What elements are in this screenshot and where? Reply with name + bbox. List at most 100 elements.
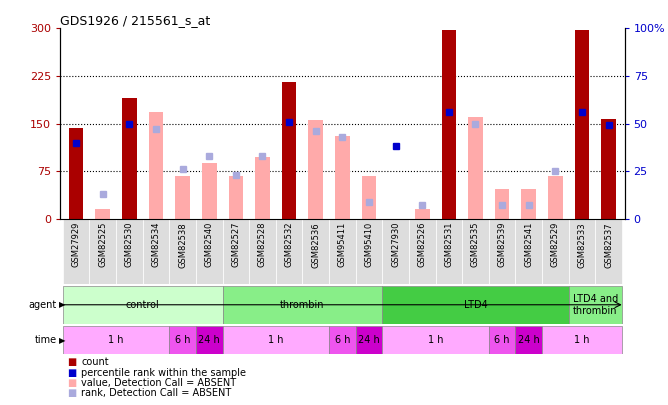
Text: GSM82541: GSM82541 — [524, 222, 533, 267]
Text: 6 h: 6 h — [175, 335, 190, 345]
Text: GSM82525: GSM82525 — [98, 222, 108, 267]
Text: 24 h: 24 h — [518, 335, 540, 345]
Text: rank, Detection Call = ABSENT: rank, Detection Call = ABSENT — [81, 388, 232, 398]
FancyBboxPatch shape — [222, 326, 329, 354]
FancyBboxPatch shape — [329, 219, 355, 284]
Text: GSM82540: GSM82540 — [204, 222, 214, 267]
Text: ▶: ▶ — [59, 300, 66, 309]
Bar — [335, 136, 349, 219]
FancyBboxPatch shape — [542, 219, 568, 284]
Text: GSM82527: GSM82527 — [231, 222, 240, 267]
FancyBboxPatch shape — [595, 219, 622, 284]
FancyBboxPatch shape — [436, 219, 462, 284]
FancyBboxPatch shape — [196, 326, 222, 354]
Text: GDS1926 / 215561_s_at: GDS1926 / 215561_s_at — [60, 14, 210, 27]
Text: count: count — [81, 358, 109, 367]
Text: ■: ■ — [67, 368, 76, 377]
Text: 24 h: 24 h — [358, 335, 380, 345]
Text: value, Detection Call = ABSENT: value, Detection Call = ABSENT — [81, 378, 236, 388]
FancyBboxPatch shape — [329, 326, 355, 354]
Bar — [282, 82, 297, 219]
Text: ■: ■ — [67, 358, 76, 367]
FancyBboxPatch shape — [489, 326, 516, 354]
Text: GSM82534: GSM82534 — [152, 222, 160, 267]
Text: ▶: ▶ — [59, 336, 66, 345]
Text: LTD4 and
thrombin: LTD4 and thrombin — [572, 294, 618, 315]
Bar — [175, 176, 190, 219]
Bar — [468, 117, 483, 219]
FancyBboxPatch shape — [355, 326, 382, 354]
Bar — [415, 209, 430, 219]
Bar — [548, 176, 562, 219]
Bar — [361, 176, 376, 219]
Bar — [69, 128, 84, 219]
FancyBboxPatch shape — [382, 219, 409, 284]
FancyBboxPatch shape — [222, 286, 382, 324]
FancyBboxPatch shape — [568, 286, 622, 324]
Text: GSM82529: GSM82529 — [551, 222, 560, 267]
FancyBboxPatch shape — [516, 219, 542, 284]
FancyBboxPatch shape — [409, 219, 436, 284]
FancyBboxPatch shape — [489, 219, 516, 284]
Text: 1 h: 1 h — [428, 335, 444, 345]
Text: 1 h: 1 h — [108, 335, 124, 345]
Text: control: control — [126, 300, 160, 310]
Bar — [522, 189, 536, 219]
Text: GSM82533: GSM82533 — [577, 222, 587, 268]
FancyBboxPatch shape — [462, 219, 489, 284]
Text: agent: agent — [29, 300, 57, 310]
FancyBboxPatch shape — [169, 326, 196, 354]
Text: ■: ■ — [67, 388, 76, 398]
Text: GSM95411: GSM95411 — [338, 222, 347, 267]
FancyBboxPatch shape — [382, 326, 489, 354]
Bar — [442, 30, 456, 219]
FancyBboxPatch shape — [63, 286, 222, 324]
FancyBboxPatch shape — [568, 219, 595, 284]
FancyBboxPatch shape — [222, 219, 249, 284]
Text: GSM82538: GSM82538 — [178, 222, 187, 268]
Text: GSM82531: GSM82531 — [444, 222, 454, 267]
Text: GSM27930: GSM27930 — [391, 222, 400, 267]
Text: GSM82539: GSM82539 — [498, 222, 506, 267]
Bar — [601, 119, 616, 219]
Text: GSM27929: GSM27929 — [71, 222, 81, 267]
Text: GSM82526: GSM82526 — [418, 222, 427, 267]
Text: ■: ■ — [67, 378, 76, 388]
Text: GSM82537: GSM82537 — [604, 222, 613, 268]
Text: 6 h: 6 h — [494, 335, 510, 345]
FancyBboxPatch shape — [63, 219, 90, 284]
FancyBboxPatch shape — [355, 219, 382, 284]
Text: time: time — [35, 335, 57, 345]
FancyBboxPatch shape — [303, 219, 329, 284]
Bar — [255, 157, 270, 219]
Bar — [122, 98, 137, 219]
Bar — [574, 30, 589, 219]
Bar — [495, 189, 510, 219]
FancyBboxPatch shape — [516, 326, 542, 354]
Text: 1 h: 1 h — [574, 335, 590, 345]
Bar — [228, 176, 243, 219]
Text: thrombin: thrombin — [280, 300, 325, 310]
FancyBboxPatch shape — [116, 219, 143, 284]
Text: percentile rank within the sample: percentile rank within the sample — [81, 368, 246, 377]
FancyBboxPatch shape — [196, 219, 222, 284]
FancyBboxPatch shape — [382, 286, 568, 324]
Text: GSM82536: GSM82536 — [311, 222, 320, 268]
Text: GSM82528: GSM82528 — [258, 222, 267, 267]
Text: 6 h: 6 h — [335, 335, 350, 345]
Bar — [96, 209, 110, 219]
Bar — [202, 164, 216, 219]
Bar — [309, 120, 323, 219]
FancyBboxPatch shape — [249, 219, 276, 284]
FancyBboxPatch shape — [169, 219, 196, 284]
Text: GSM82530: GSM82530 — [125, 222, 134, 267]
FancyBboxPatch shape — [143, 219, 169, 284]
Text: 24 h: 24 h — [198, 335, 220, 345]
FancyBboxPatch shape — [90, 219, 116, 284]
FancyBboxPatch shape — [63, 326, 169, 354]
Text: GSM95410: GSM95410 — [365, 222, 373, 267]
Text: GSM82532: GSM82532 — [285, 222, 294, 267]
Text: LTD4: LTD4 — [464, 300, 488, 310]
Text: 1 h: 1 h — [268, 335, 283, 345]
FancyBboxPatch shape — [276, 219, 303, 284]
